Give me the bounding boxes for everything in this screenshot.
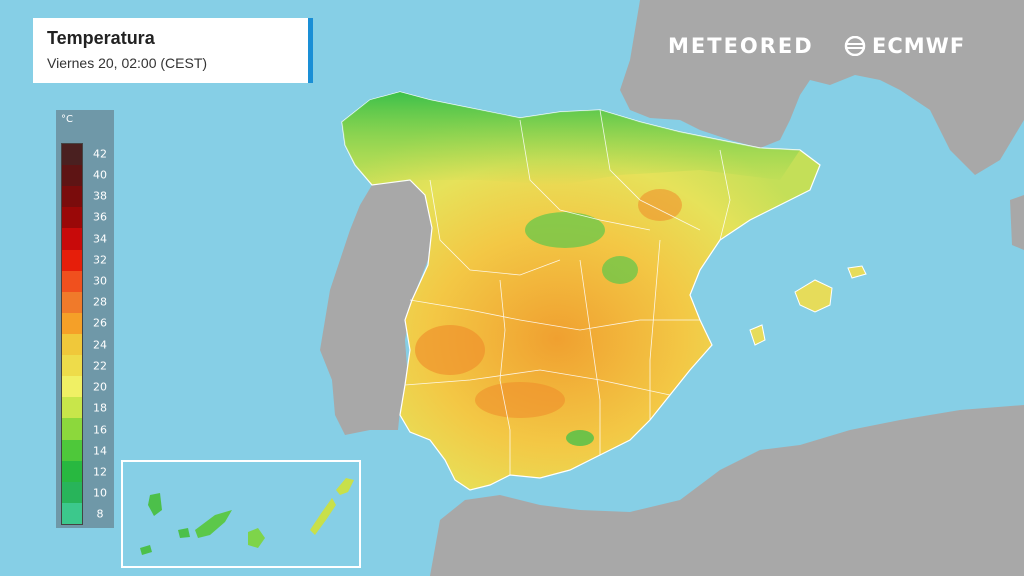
map-subtitle: Viernes 20, 02:00 (CEST) [47,55,208,71]
legend-swatch [62,460,82,482]
legend-label: 12 [93,465,107,479]
legend-label: 22 [93,359,107,373]
legend-swatch [62,397,82,419]
legend-color-scale [61,143,83,525]
sardinia-landmass [1010,195,1024,250]
fuerteventura-island [310,498,336,535]
map-title-panel: Temperatura Viernes 20, 02:00 (CEST) [33,18,313,83]
lanzarote-island [336,478,354,495]
canary-islands [140,478,354,555]
map-title: Temperatura [47,28,155,48]
legend-swatch [62,165,82,187]
legend-label: 30 [93,274,107,288]
ecmwf-logo-icon [844,36,866,56]
legend-label: 40 [93,168,107,182]
legend-swatch [62,207,82,229]
mallorca-island [794,279,833,313]
cool-area [566,430,594,446]
gran-canaria-island [248,528,265,548]
warm-area [415,325,485,375]
cool-area [525,212,605,248]
legend-swatch [62,270,82,292]
legend-label: 28 [93,295,107,309]
legend-label: 34 [93,232,107,245]
legend-swatch [62,355,82,377]
legend-swatch [62,376,82,398]
legend-swatch [62,418,82,440]
temperature-legend: °C 42 40 38 36 34 32 30 28 26 24 22 20 18 16 14 12 10 8 [56,110,114,528]
legend-labels: 42 40 38 36 34 32 30 28 26 24 22 20 18 16 14 12 10 8 [88,143,112,525]
legend-swatch [62,291,82,313]
legend-label: 16 [93,423,107,436]
legend-label: 36 [93,210,107,224]
legend-label: 32 [93,253,107,267]
meteored-logo: METEORED [668,34,814,58]
ecmwf-logo: ECMWF [842,34,965,58]
warm-area [475,382,565,418]
legend-label: 24 [93,338,107,352]
legend-swatch [62,439,82,461]
legend-swatch [62,228,82,250]
legend-swatch [62,481,82,503]
ecmwf-text: ECMWF [872,34,966,58]
legend-label: 10 [93,486,107,500]
north-cool-band [342,92,800,185]
el-hierro-island [140,545,152,555]
province-borders [404,109,731,475]
canary-islands-inset-frame [121,460,361,568]
legend-label: 42 [93,147,107,161]
legend-label: 20 [93,380,107,394]
tenerife-island [195,510,232,538]
cool-area [602,256,638,284]
legend-swatch [62,144,82,166]
legend-label: 38 [93,189,107,203]
legend-label: 14 [93,444,107,458]
legend-swatch [62,333,82,356]
legend-label: 18 [93,401,107,415]
africa-landmass [430,405,1024,576]
la-palma-island [148,493,162,516]
france-landmass [620,0,1024,175]
ibiza-island [749,324,766,346]
legend-label: 8 [96,507,104,521]
legend-unit: °C [61,114,73,125]
legend-swatch [62,312,82,334]
legend-label: 26 [93,316,107,330]
la-gomera-island [178,528,190,538]
portugal-landmass [320,180,432,435]
menorca-island [847,265,867,279]
legend-swatch [62,186,82,208]
legend-swatch [62,502,82,524]
legend-swatch [62,249,82,271]
warm-area [638,189,682,221]
